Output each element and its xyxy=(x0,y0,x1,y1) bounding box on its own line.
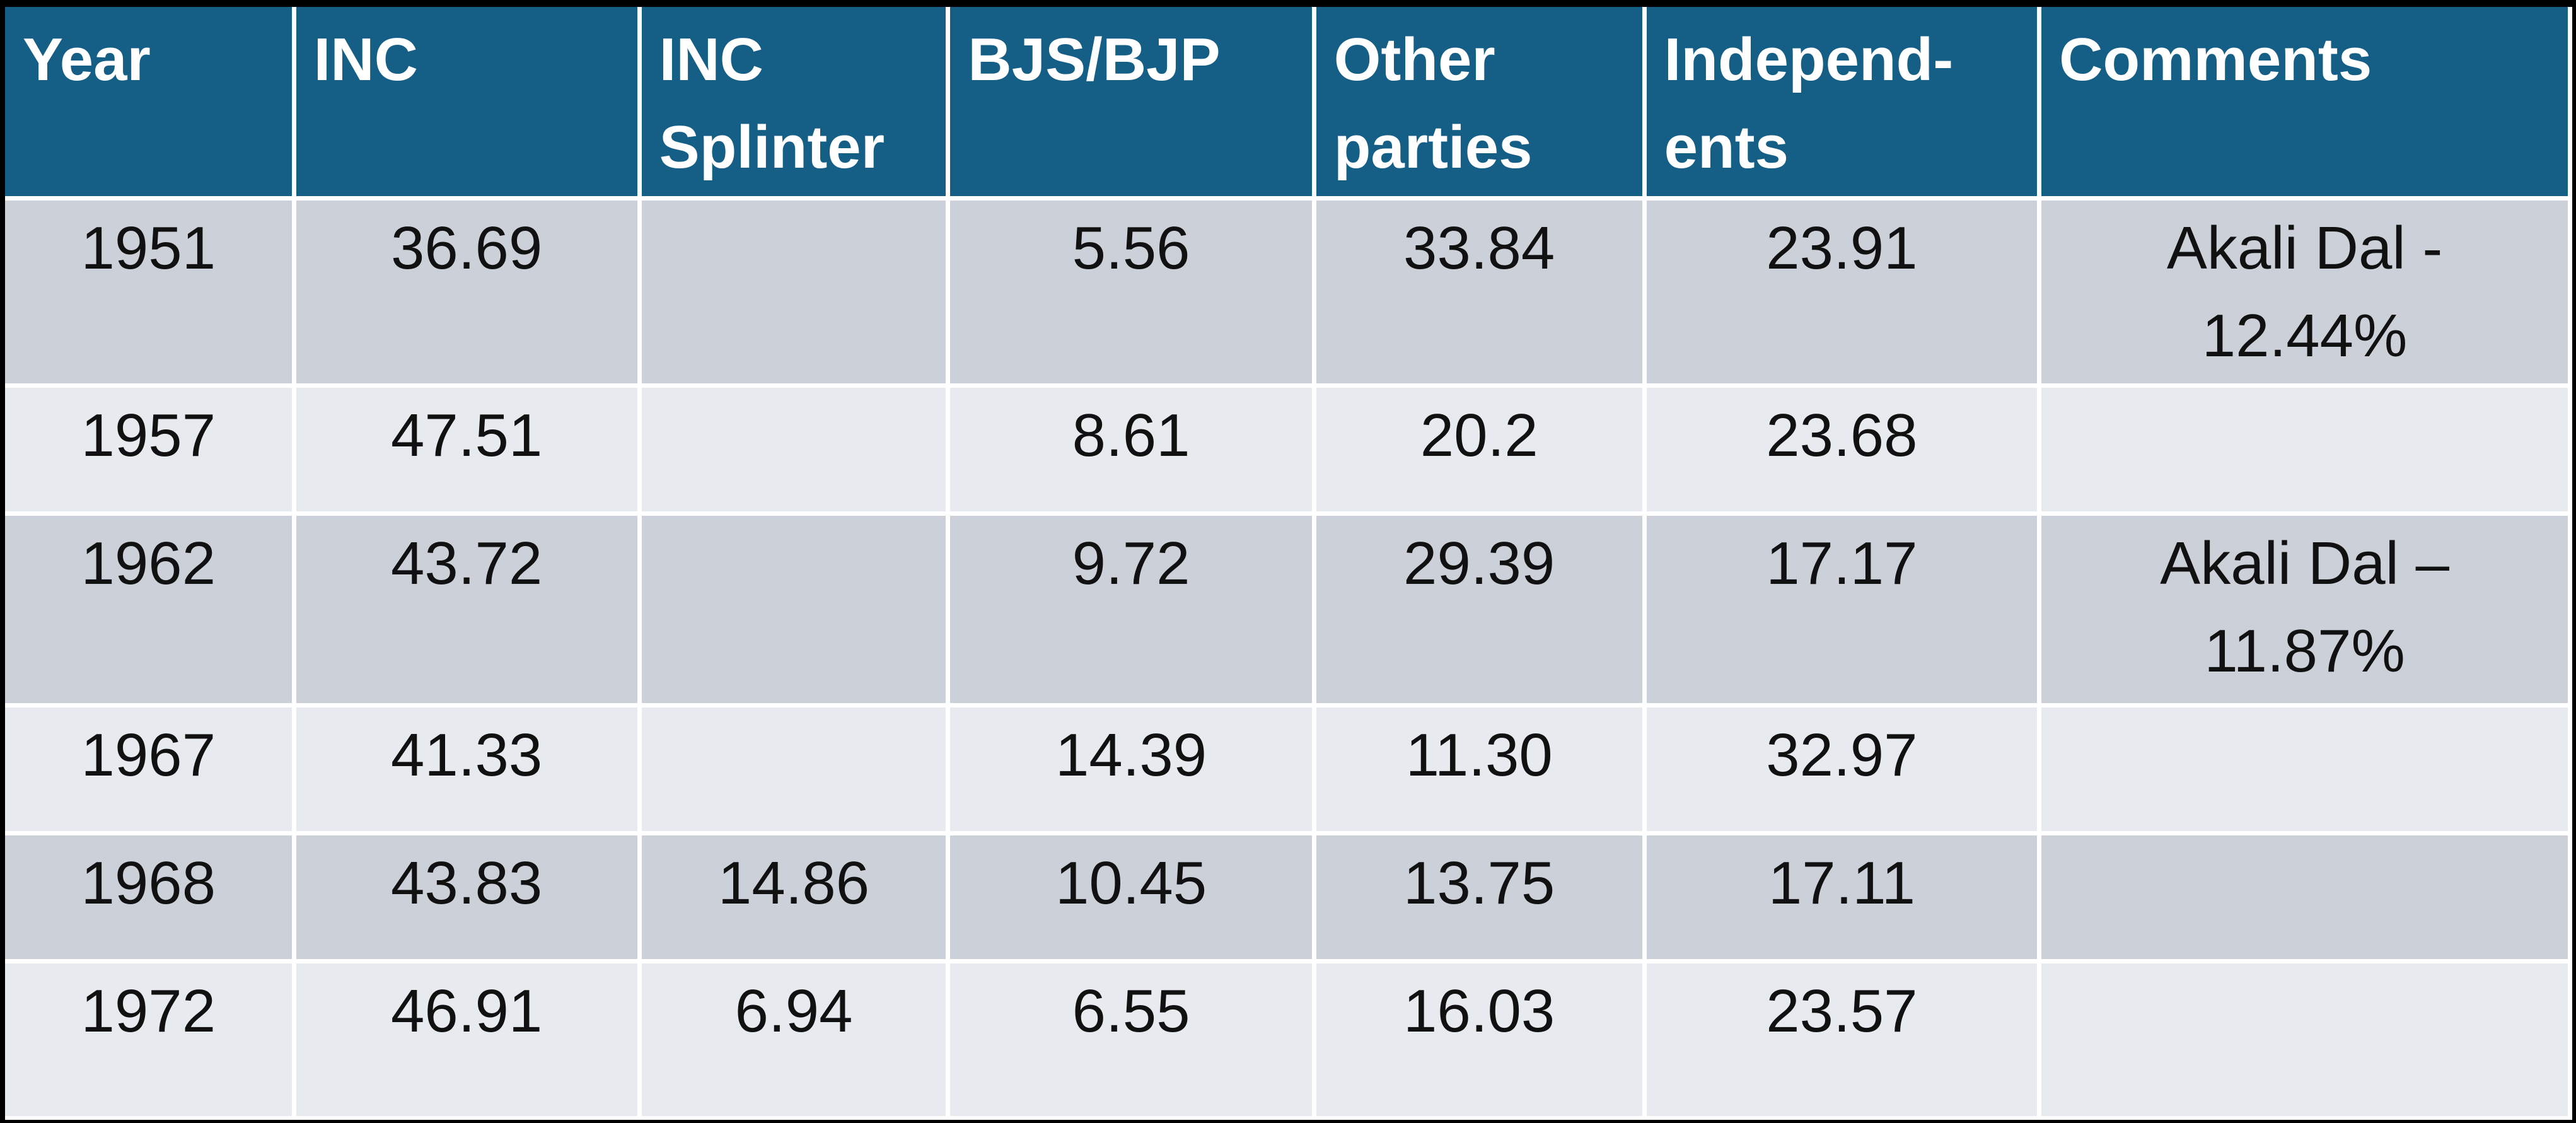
cell-bjs-bjp: 8.61 xyxy=(950,388,1312,511)
header-cell-other-parties: Other parties xyxy=(1316,7,1642,196)
cell-other-parties: 29.39 xyxy=(1316,516,1642,703)
vote-share-table: Year INC INC Splinter BJS/BJP Other part… xyxy=(5,7,2572,1120)
cell-inc-splinter: 14.86 xyxy=(641,835,946,959)
cell-other-parties: 16.03 xyxy=(1316,963,1642,1116)
cell-bjs-bjp: 14.39 xyxy=(950,707,1312,831)
cell-other-parties: 33.84 xyxy=(1316,201,1642,383)
cell-other-parties: 11.30 xyxy=(1316,707,1642,831)
header-cell-independents: Independ- ents xyxy=(1646,7,2038,196)
table-row: 1967 41.33 14.39 11.30 32.97 xyxy=(5,707,2568,831)
cell-independents: 32.97 xyxy=(1646,707,2038,831)
cell-inc-splinter: 6.94 xyxy=(641,963,946,1116)
cell-independents: 17.17 xyxy=(1646,516,2038,703)
cell-independents: 23.91 xyxy=(1646,201,2038,383)
cell-inc: 47.51 xyxy=(296,388,637,511)
cell-inc-splinter xyxy=(641,201,946,383)
cell-bjs-bjp: 9.72 xyxy=(950,516,1312,703)
cell-comments xyxy=(2041,963,2568,1116)
cell-other-parties: 20.2 xyxy=(1316,388,1642,511)
cell-year: 1967 xyxy=(5,707,292,831)
table-row: 1951 36.69 5.56 33.84 23.91 Akali Dal - … xyxy=(5,201,2568,383)
header-cell-year: Year xyxy=(5,7,292,196)
header-row: Year INC INC Splinter BJS/BJP Other part… xyxy=(5,7,2568,196)
cell-comments xyxy=(2041,388,2568,511)
cell-independents: 23.68 xyxy=(1646,388,2038,511)
cell-inc: 46.91 xyxy=(296,963,637,1116)
cell-comments: Akali Dal - 12.44% xyxy=(2041,201,2568,383)
cell-inc: 36.69 xyxy=(296,201,637,383)
cell-bjs-bjp: 5.56 xyxy=(950,201,1312,383)
cell-year: 1968 xyxy=(5,835,292,959)
cell-year: 1962 xyxy=(5,516,292,703)
table-row: 1957 47.51 8.61 20.2 23.68 xyxy=(5,388,2568,511)
cell-inc: 43.72 xyxy=(296,516,637,703)
cell-year: 1972 xyxy=(5,963,292,1116)
cell-inc: 43.83 xyxy=(296,835,637,959)
cell-inc-splinter xyxy=(641,516,946,703)
cell-bjs-bjp: 10.45 xyxy=(950,835,1312,959)
cell-comments xyxy=(2041,835,2568,959)
cell-year: 1957 xyxy=(5,388,292,511)
header-cell-inc-splinter: INC Splinter xyxy=(641,7,946,196)
cell-inc: 41.33 xyxy=(296,707,637,831)
cell-other-parties: 13.75 xyxy=(1316,835,1642,959)
cell-bjs-bjp: 6.55 xyxy=(950,963,1312,1116)
table-row: 1962 43.72 9.72 29.39 17.17 Akali Dal – … xyxy=(5,516,2568,703)
cell-year: 1951 xyxy=(5,201,292,383)
table-container: Year INC INC Splinter BJS/BJP Other part… xyxy=(5,7,2572,1120)
table-row: 1972 46.91 6.94 6.55 16.03 23.57 xyxy=(5,963,2568,1116)
cell-inc-splinter xyxy=(641,707,946,831)
header-cell-bjs-bjp: BJS/BJP xyxy=(950,7,1312,196)
table-row: 1968 43.83 14.86 10.45 13.75 17.11 xyxy=(5,835,2568,959)
header-cell-comments: Comments xyxy=(2041,7,2568,196)
cell-comments: Akali Dal – 11.87% xyxy=(2041,516,2568,703)
header-cell-inc: INC xyxy=(296,7,637,196)
cell-inc-splinter xyxy=(641,388,946,511)
cell-independents: 23.57 xyxy=(1646,963,2038,1116)
cell-comments xyxy=(2041,707,2568,831)
cell-independents: 17.11 xyxy=(1646,835,2038,959)
